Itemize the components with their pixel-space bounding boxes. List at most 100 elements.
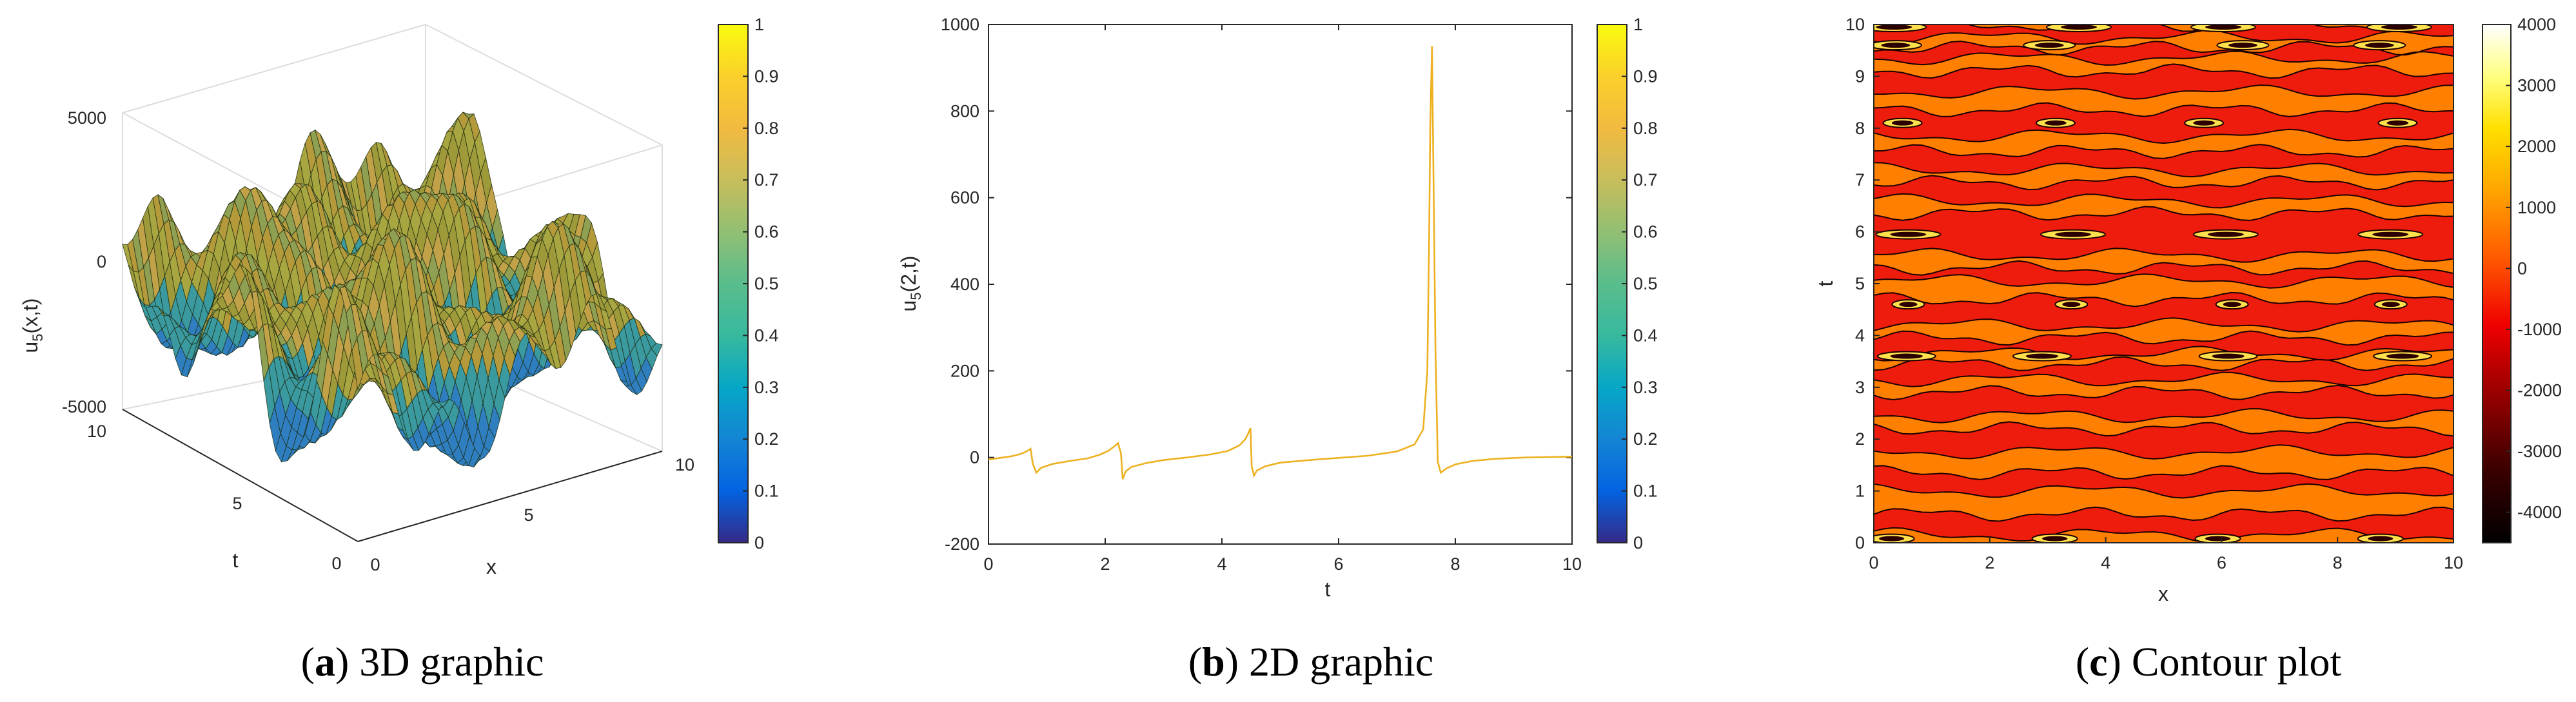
colorbar-tick-label: 1 [754,15,764,34]
x-tick-label: 10 [675,455,694,474]
colorbar-tick-label: 0 [754,533,764,552]
colorbar-tick-label: 0.8 [754,119,779,138]
x-tick-label: 0 [983,554,993,574]
y-tick-label: 1 [1855,482,1865,501]
colorbar-tick-label: 0.7 [754,170,779,190]
x-axis-label: x [486,555,497,578]
caption-b-text: 2D graphic [1249,639,1433,685]
y-tick-label: 2 [1855,429,1865,449]
contour-band [1874,421,2453,460]
t-tick-label: 10 [87,422,106,441]
contour-extremum-core [2381,302,2400,307]
colorbar-tick-label: 0.2 [1633,429,1658,449]
contour-band [1874,260,2453,289]
x-tick-label: 6 [1333,554,1343,574]
colorbar-tick-label: 0.1 [1633,482,1658,501]
y-tick-label: 10 [1845,15,1865,34]
y-tick-label: 400 [950,275,979,294]
colorbar-tick-label: -2000 [2517,381,2562,400]
contour-extremum-core [2372,231,2409,237]
contour-extremum-core [2042,536,2068,541]
contour-extremum-core [2381,24,2417,30]
x-tick-label: 8 [1450,554,1460,574]
colorbar-tick-label: 0.9 [1633,66,1658,86]
colorbar-tick-label: 1 [1633,15,1643,34]
x-tick-label: 10 [1562,554,1582,574]
colorbar-tick-label: 0.3 [1633,378,1658,397]
contour-extremum-core [2034,43,2064,48]
contour-band [1874,506,2453,543]
contour-background [1874,24,2453,543]
colorbar-tick-label: 0.5 [754,274,779,293]
y-tick-label: 0 [970,448,979,467]
y-tick-label: 8 [1855,119,1865,138]
y-axis-label-sub: 5 [908,292,924,300]
y-axis-label: t [1814,280,1837,286]
caption-b-letter: b [1202,639,1225,685]
surface-patch [651,343,663,356]
z-axis-label-sub: 5 [30,334,46,342]
colorbar-tick-label: 0.4 [754,326,779,345]
colorbar-tick-label: 2000 [2517,137,2556,156]
z-axis-label-main: u [19,342,42,353]
colorbar-b-ticks: 0 0.1 0.2 0.3 0.4 0.5 0.6 0.7 0.8 0.9 1 [1622,15,1658,552]
contour-extremum-core [2055,231,2092,237]
x-axis-label: x [2158,582,2168,605]
y-tick-label: 7 [1855,170,1865,190]
surface-mesh [122,112,663,468]
colorbar-tick-label: 1000 [2517,198,2556,217]
colorbar-tick-label: 0 [2517,258,2527,278]
contour-extremum-core [1879,536,1905,541]
t-tick-label: 0 [331,554,341,573]
t-tick-label: 5 [232,494,242,513]
caption-c-text: Contour plot [2132,639,2342,685]
contour-extremum-core [2365,43,2394,48]
x-tick-label: 0 [370,555,380,574]
contour-extremum-core [2193,120,2215,126]
x-tick-label: 6 [2217,553,2227,572]
caption-c: (c) Contour plot [2076,639,2342,685]
y-tick-label: 0 [1855,533,1865,552]
colorbar-tick-label: 0.4 [1633,326,1658,345]
z-axis-label-arg: (x,t) [19,298,42,333]
colorbar-tick-label: 0.2 [754,429,779,449]
contour-band [1874,40,2453,66]
contour-extremum-core [2212,353,2245,359]
caption-a: (a) 3D graphic [301,639,544,685]
colorbar-tick-label: 0.1 [754,482,779,501]
contour-extremum-core [2386,120,2409,126]
y-axis-label-arg: (2,t) [897,256,920,293]
contour-band [1874,356,2453,387]
panel-c-contour: 0 2 4 6 8 10 0 1 2 3 4 5 6 7 8 9 10 x t 4000 3000 2000 1000… [1814,15,2562,685]
colorbar-tick-label: 0.8 [1633,119,1658,138]
colorbar-tick-label: 0.7 [1633,170,1658,190]
colorbar-tick-label: -1000 [2517,320,2562,339]
colorbar-tick-label: 0.5 [1633,274,1658,293]
y-tick-label: 6 [1855,222,1865,242]
x-axis-label: t [1325,578,1331,601]
contour-extremum-core [2025,353,2059,359]
contour-extremum-core [2060,24,2097,30]
y-tick-label: 200 [950,361,979,380]
contour-extremum-core [2207,231,2244,237]
box-front-axes [122,409,663,542]
axis-ticks: 0 2 4 6 8 10 0 1 2 3 4 5 6 7 8 9 10 [1845,15,2463,572]
contour-band [1874,102,2453,144]
x-tick-label: 8 [2333,553,2343,572]
plot-area [988,24,1573,545]
contour-extremum-core [2045,120,2067,126]
y-tick-label: 1000 [941,15,979,34]
x-tick-label: 0 [1869,553,1878,572]
contour-band [1874,206,2453,263]
contour-extremum-core [2386,353,2419,359]
colorbar-tick-label: 0.6 [1633,222,1658,242]
contour-band [1874,291,2453,333]
caption-a-letter: a [315,639,335,685]
contour-extremum-core [2228,43,2257,48]
colorbar-tick-label: 0 [1633,533,1643,552]
colorbar-tick-label: -3000 [2517,442,2562,461]
y-axis-label: u5(2,t) [897,256,924,312]
colorbar-tick-label: 0.6 [754,222,779,242]
contour-extremum-core [2205,536,2231,541]
